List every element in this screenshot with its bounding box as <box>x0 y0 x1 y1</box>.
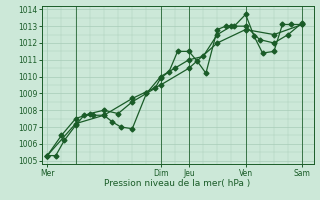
X-axis label: Pression niveau de la mer( hPa ): Pression niveau de la mer( hPa ) <box>104 179 251 188</box>
